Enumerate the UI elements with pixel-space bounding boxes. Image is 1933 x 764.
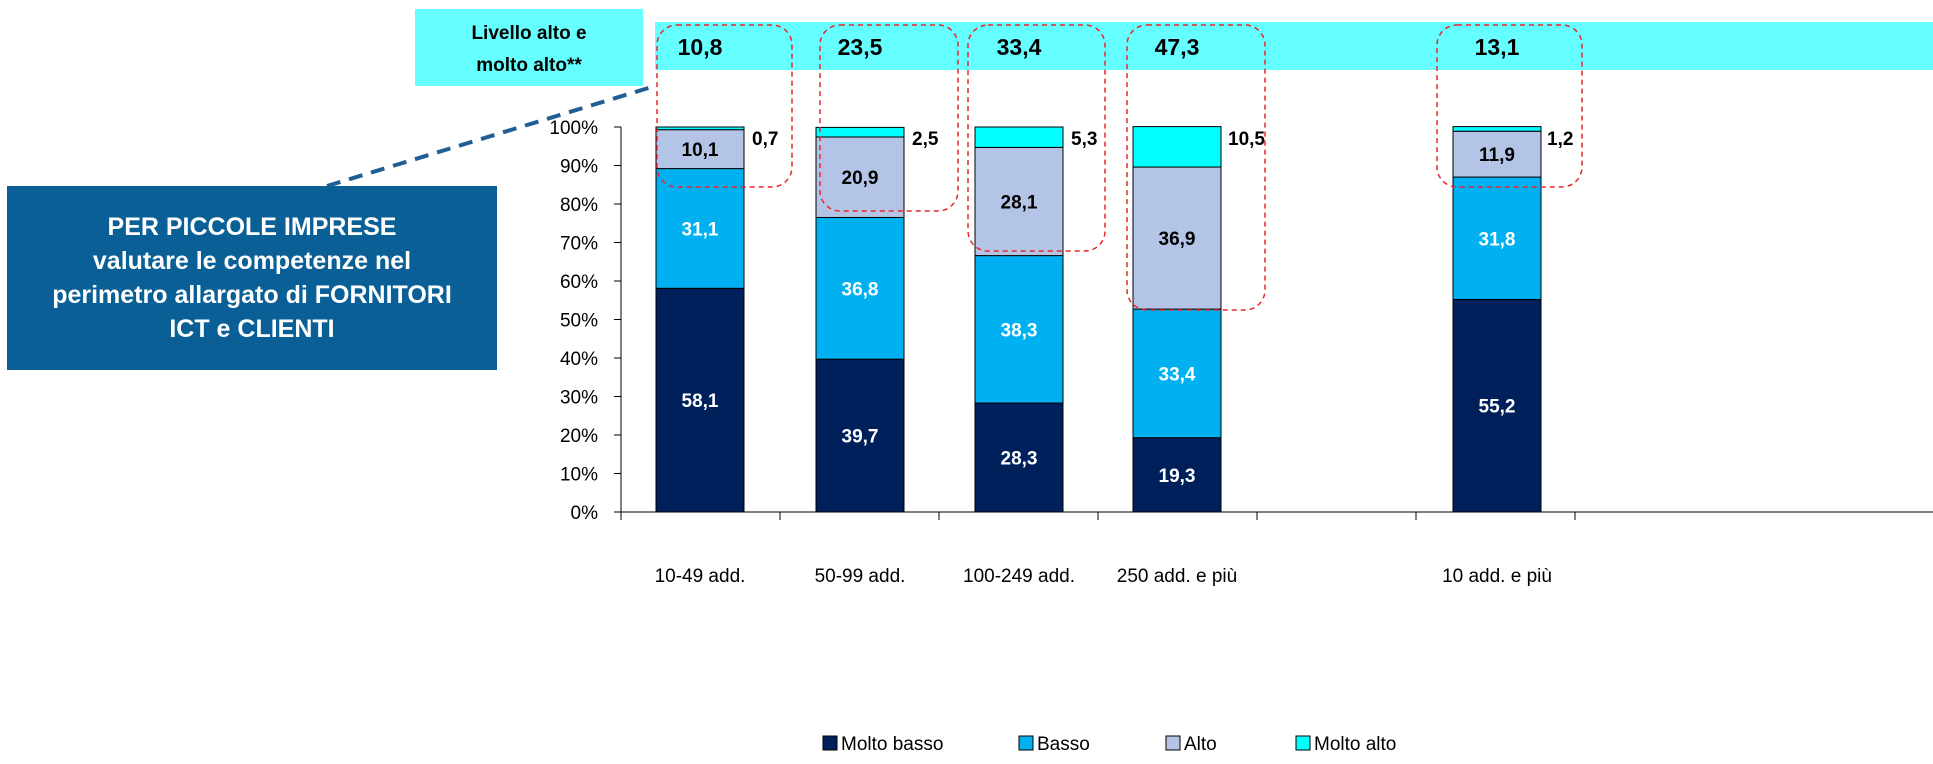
legend-label: Molto alto: [1314, 734, 1396, 755]
bar-segment: [974, 146, 1064, 257]
y-tick-label: 80%: [560, 195, 598, 216]
legend-swatch: [1018, 735, 1034, 751]
bar-segment: [1132, 308, 1222, 439]
bar-segment: [1132, 166, 1222, 310]
bar-segment: [655, 129, 745, 170]
y-tick-label: 90%: [560, 157, 598, 178]
bar-value-label: 31,1: [682, 219, 719, 240]
callout-connector: [326, 84, 656, 188]
bar-value-label: 36,8: [842, 279, 879, 300]
y-tick-label: 50%: [560, 311, 598, 332]
highlight-label-line1: Livello alto e: [471, 23, 586, 44]
bar-value-label: 1,2: [1547, 129, 1573, 150]
callout-box: PER PICCOLE IMPRESE valutare le competen…: [7, 186, 497, 370]
bar-segment: [1452, 126, 1542, 132]
x-category-label: 10 add. e più: [1442, 566, 1552, 587]
x-category-label: 50-99 add.: [815, 566, 906, 587]
bar-segment: [655, 287, 745, 513]
x-category-label: 10-49 add.: [655, 566, 746, 587]
bar-value-label: 38,3: [1001, 320, 1038, 341]
bar-segment: [974, 402, 1064, 513]
bar-value-label: 10,5: [1228, 129, 1265, 150]
highlight-dashed-box: [819, 24, 959, 212]
bar-segment: [974, 126, 1064, 148]
legend-label: Alto: [1184, 734, 1217, 755]
bar-value-label: 28,1: [1001, 192, 1038, 213]
x-category-label: 250 add. e più: [1117, 566, 1237, 587]
bar-segment: [1452, 176, 1542, 300]
bar-value-label: 31,8: [1479, 229, 1516, 250]
highlight-value: 13,1: [1475, 34, 1520, 60]
bar-segment: [1132, 437, 1222, 513]
bar-value-label: 39,7: [842, 427, 879, 448]
y-tick-label: 10%: [560, 465, 598, 486]
bar-value-label: 55,2: [1479, 397, 1516, 418]
bar-segment: [815, 126, 905, 138]
y-tick-label: 70%: [560, 234, 598, 255]
bar-segment: [815, 216, 905, 360]
highlight-value: 47,3: [1155, 34, 1200, 60]
bar-value-label: 10,1: [682, 140, 719, 161]
highlight-dashed-box: [967, 24, 1106, 252]
legend-swatch: [1295, 735, 1311, 751]
highlight-value: 23,5: [838, 34, 883, 60]
bar-segment: [1452, 298, 1542, 513]
bar-value-label: 5,3: [1071, 129, 1097, 150]
bar-segment: [655, 168, 745, 289]
bar-segment: [655, 126, 745, 131]
y-tick-label: 0%: [571, 503, 599, 524]
bar-value-label: 19,3: [1159, 466, 1196, 487]
highlight-label-box: [415, 9, 643, 86]
highlight-dashed-box: [656, 24, 793, 188]
legend-label: Molto basso: [841, 734, 943, 755]
highlight-dashed-box: [1436, 24, 1583, 188]
bar-segment: [815, 136, 905, 218]
legend-label: Basso: [1037, 734, 1090, 755]
legend-swatch: [822, 735, 838, 751]
bar-segment: [1452, 130, 1542, 178]
bar-value-label: 20,9: [842, 168, 879, 189]
highlight-band: [655, 22, 1933, 70]
bar-value-label: 33,4: [1159, 364, 1196, 385]
bar-value-label: 2,5: [912, 129, 939, 150]
y-tick-label: 100%: [549, 118, 598, 139]
highlight-value: 10,8: [678, 34, 723, 60]
highlight-dashed-box: [1126, 24, 1266, 311]
bar-value-label: 58,1: [682, 391, 719, 412]
highlight-label-line2: molto alto**: [476, 55, 582, 76]
y-tick-label: 20%: [560, 426, 598, 447]
bar-value-label: 0,7: [752, 129, 778, 150]
highlight-value: 33,4: [997, 34, 1042, 60]
y-tick-label: 30%: [560, 388, 598, 409]
legend-swatch: [1165, 735, 1181, 751]
y-tick-label: 40%: [560, 349, 598, 370]
y-tick-label: 60%: [560, 272, 598, 293]
bar-value-label: 11,9: [1479, 145, 1515, 166]
bar-value-label: 36,9: [1159, 229, 1196, 250]
x-category-label: 100-249 add.: [963, 566, 1075, 587]
bar-segment: [815, 358, 905, 513]
bar-value-label: 28,3: [1001, 449, 1038, 470]
bar-segment: [1132, 126, 1222, 168]
